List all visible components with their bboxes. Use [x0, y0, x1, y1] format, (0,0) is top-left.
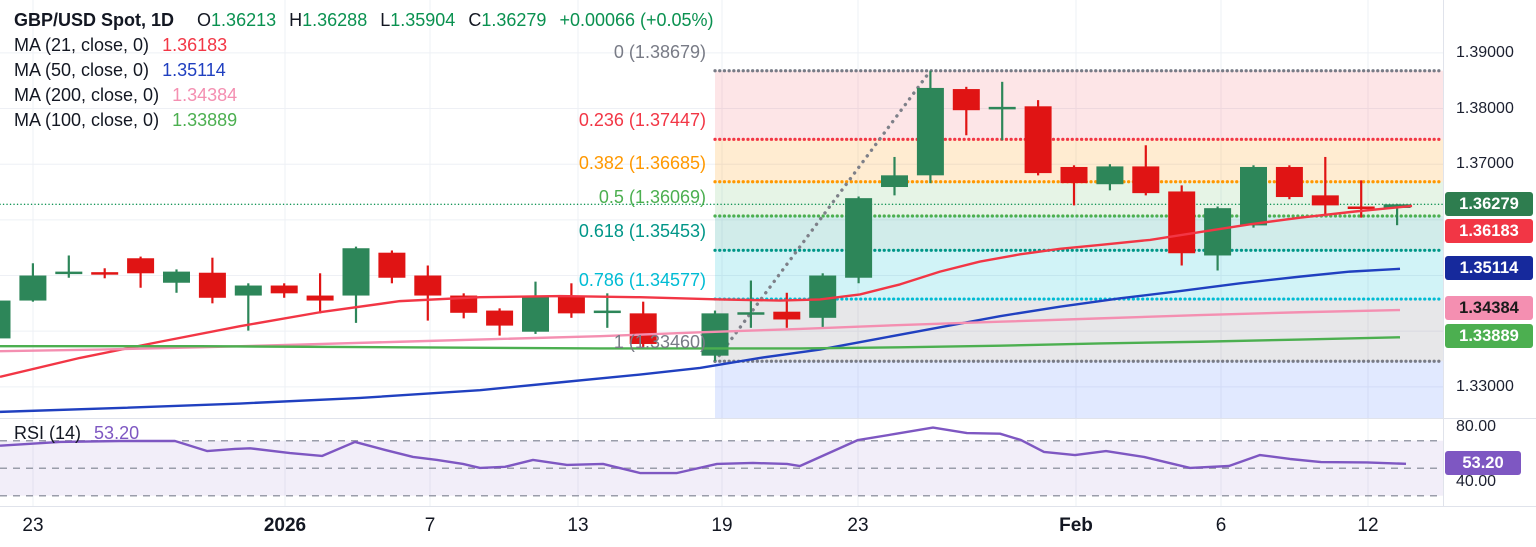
ma-line-ma50: [0, 267, 1401, 414]
fib-level-label: 0.786 (1.34577): [578, 270, 706, 291]
rsi-indicator-label: RSI (14): [14, 423, 82, 443]
candle-body: [414, 275, 442, 296]
candle-body: [593, 310, 621, 314]
candle-body: [557, 295, 585, 314]
ohlc-close: C1.36279: [468, 10, 547, 30]
price-badge: 1.34384: [1445, 296, 1533, 320]
symbol-title[interactable]: GBP/USD Spot, 1D: [14, 10, 175, 30]
candle-body: [1275, 166, 1303, 198]
candle-body: [163, 271, 190, 283]
ma-line-ma21: [0, 204, 1413, 378]
candle-body: [845, 198, 873, 278]
time-axis-label: 13: [567, 515, 589, 536]
rsi-axis-label: 40.00: [1456, 472, 1497, 490]
fib-level-label: 0 (1.38679): [613, 41, 706, 62]
time-axis-label: 12: [1357, 515, 1379, 536]
candle-body: [773, 311, 801, 320]
fib-band-below: [715, 361, 1443, 418]
candle-body: [1132, 166, 1160, 194]
rsi-line: [0, 426, 1407, 475]
ma-line-ma100: [0, 336, 1401, 350]
candle-body: [306, 295, 334, 301]
candle-body: [1024, 106, 1052, 174]
rsi-legend-row[interactable]: RSI (14) 53.20: [14, 423, 139, 444]
price-axis-label: 1.38000: [1456, 99, 1514, 117]
ma100-legend-row[interactable]: MA (100, close, 0) 1.33889: [14, 110, 238, 130]
symbol-row[interactable]: GBP/USD Spot, 1D O1.36213 H1.36288 L1.35…: [14, 8, 714, 33]
candle-body: [450, 295, 478, 313]
candle-body: [234, 285, 262, 296]
time-axis-label: 7: [424, 515, 436, 536]
candle-body: [378, 252, 406, 278]
rsi-value: 53.20: [94, 423, 140, 443]
candle-body: [91, 272, 119, 275]
fib-level-label: 0.618 (1.35453): [578, 221, 706, 242]
candle-body: [952, 89, 980, 111]
candle-body: [1383, 204, 1411, 208]
candle-body: [916, 87, 944, 176]
time-axis[interactable]: [0, 507, 1536, 547]
candle-body: [198, 272, 226, 298]
time-axis-label: 23: [847, 515, 869, 536]
price-axis-label: 1.39000: [1456, 43, 1514, 61]
chart-legend: GBP/USD Spot, 1D O1.36213 H1.36288 L1.35…: [14, 8, 714, 133]
ohlc-low: L1.35904: [380, 10, 456, 30]
price-badge: 1.36183: [1445, 219, 1533, 243]
candle-body: [1168, 191, 1196, 254]
time-axis-label: 19: [711, 515, 733, 536]
candle-body: [1311, 195, 1339, 206]
fib-level-label: 0.5 (1.36069): [598, 187, 706, 207]
candle-body: [1060, 166, 1088, 184]
rsi-pane-canvas[interactable]: [0, 419, 1443, 506]
price-badge: 1.35114: [1445, 256, 1533, 280]
candle-body: [19, 275, 47, 301]
price-badge: 1.36279: [1445, 192, 1533, 216]
fib-band: [715, 70, 1443, 140]
fib-band: [715, 216, 1443, 251]
candle-body: [486, 310, 514, 326]
fib-level-label: 0.382 (1.36685): [578, 152, 706, 173]
price-axis-label: 1.37000: [1456, 155, 1514, 173]
candle-body: [881, 175, 908, 188]
time-axis-label: 6: [1215, 515, 1227, 536]
candle-body: [988, 106, 1016, 110]
candle-body: [522, 295, 549, 332]
candle-body: [1096, 166, 1124, 185]
candle-body: [127, 258, 155, 274]
pane-separator[interactable]: [0, 418, 1536, 419]
price-axis-label: 1.33000: [1456, 377, 1514, 395]
ma50-legend-row[interactable]: MA (50, close, 0) 1.35114: [14, 60, 226, 80]
candle-body: [55, 271, 83, 275]
time-axis-label: Feb: [1059, 515, 1093, 536]
candle-body: [737, 312, 765, 315]
fib-band: [715, 299, 1443, 362]
ma200-legend-row[interactable]: MA (200, close, 0) 1.34384: [14, 85, 238, 105]
rsi-axis-label: 80.00: [1456, 417, 1497, 435]
candle-body: [270, 285, 298, 294]
candle-body: [1240, 166, 1267, 226]
price-pane-canvas[interactable]: [0, 0, 1443, 418]
change-value: +0.00066 (+0.05%): [559, 10, 714, 30]
price-badge: 1.33889: [1445, 324, 1533, 348]
candle-body: [0, 300, 11, 339]
time-axis-label: 23: [22, 515, 44, 536]
ma21-legend-row[interactable]: MA (21, close, 0) 1.36183: [14, 35, 228, 55]
candle-body: [629, 313, 657, 344]
ohlc-open: O1.36213: [197, 10, 277, 30]
ohlc-high: H1.36288: [289, 10, 368, 30]
candle-body: [342, 248, 370, 296]
fib-level-label: 1 (1.33460): [613, 332, 706, 353]
candle-body: [1347, 206, 1375, 209]
time-axis-separator: [0, 506, 1536, 507]
candle-body: [809, 275, 837, 318]
fib-level-label: 0.236 (1.37447): [578, 110, 706, 131]
rsi-value-badge: 53.20: [1445, 451, 1521, 475]
time-axis-label: 2026: [263, 515, 307, 536]
price-axis-separator: [1443, 0, 1444, 506]
